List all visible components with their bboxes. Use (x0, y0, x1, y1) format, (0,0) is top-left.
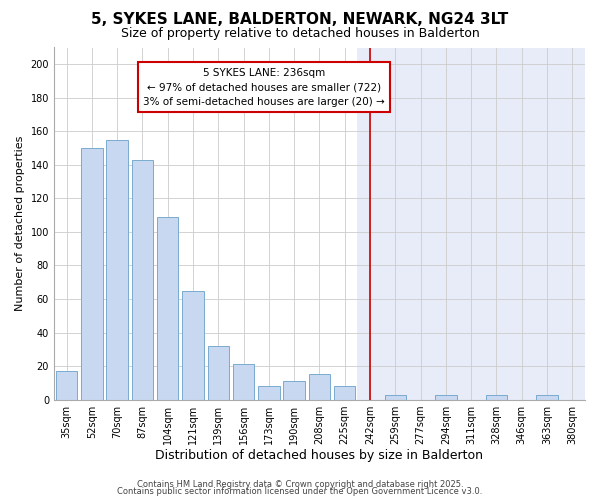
Bar (536, 394, 558, 400)
Bar (131, 160, 153, 400)
Bar (435, 394, 457, 400)
Bar (258, 386, 280, 400)
Y-axis label: Number of detached properties: Number of detached properties (15, 136, 25, 311)
Text: Size of property relative to detached houses in Balderton: Size of property relative to detached ho… (121, 28, 479, 40)
Bar (81, 148, 103, 400)
Text: 5, SYKES LANE, BALDERTON, NEWARK, NG24 3LT: 5, SYKES LANE, BALDERTON, NEWARK, NG24 3… (91, 12, 509, 28)
Bar (208, 346, 229, 400)
Bar (486, 394, 507, 400)
Bar (157, 217, 178, 400)
Bar (283, 381, 305, 400)
Bar (309, 374, 330, 400)
Bar (56, 371, 77, 400)
Text: Contains public sector information licensed under the Open Government Licence v3: Contains public sector information licen… (118, 488, 482, 496)
Text: 5 SYKES LANE: 236sqm
← 97% of detached houses are smaller (722)
3% of semi-detac: 5 SYKES LANE: 236sqm ← 97% of detached h… (143, 68, 385, 107)
Bar (233, 364, 254, 400)
X-axis label: Distribution of detached houses by size in Balderton: Distribution of detached houses by size … (155, 450, 484, 462)
Bar (358, 48, 585, 400)
Text: Contains HM Land Registry data © Crown copyright and database right 2025.: Contains HM Land Registry data © Crown c… (137, 480, 463, 489)
Bar (334, 386, 355, 400)
Bar (106, 140, 128, 400)
Bar (182, 290, 204, 400)
Bar (385, 394, 406, 400)
